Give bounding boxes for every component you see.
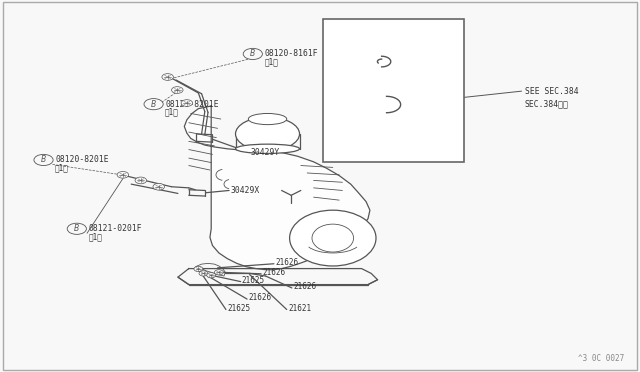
Text: B: B [250, 49, 255, 58]
Circle shape [172, 87, 183, 93]
Text: SEE SEC.384: SEE SEC.384 [525, 87, 579, 96]
Text: 21625: 21625 [227, 304, 250, 312]
Text: ^3 0C 0027: ^3 0C 0027 [578, 354, 624, 363]
Text: 08121-0201F: 08121-0201F [88, 224, 142, 233]
Ellipse shape [236, 117, 300, 151]
Circle shape [181, 100, 193, 106]
Text: B: B [74, 224, 79, 233]
Text: ＜1＞: ＜1＞ [264, 58, 278, 67]
Polygon shape [184, 106, 370, 270]
Circle shape [67, 223, 86, 234]
Text: 21626: 21626 [248, 293, 271, 302]
Circle shape [243, 48, 262, 60]
Circle shape [214, 270, 223, 275]
Text: B: B [151, 100, 156, 109]
Text: 08120-8201E: 08120-8201E [165, 100, 219, 109]
Circle shape [199, 271, 208, 276]
Text: B: B [41, 155, 46, 164]
Ellipse shape [236, 144, 300, 154]
Text: ＜1＞: ＜1＞ [165, 108, 179, 117]
Text: 30429X: 30429X [230, 186, 260, 195]
Ellipse shape [248, 113, 287, 125]
Circle shape [117, 171, 129, 178]
Text: ＜1＞: ＜1＞ [55, 164, 69, 173]
Circle shape [144, 99, 163, 110]
Circle shape [135, 177, 147, 184]
Circle shape [34, 154, 53, 166]
Text: 08120-8161F: 08120-8161F [264, 49, 318, 58]
Circle shape [207, 273, 216, 278]
Text: 21626: 21626 [293, 282, 316, 291]
Circle shape [162, 74, 173, 80]
Circle shape [348, 46, 360, 54]
Text: 30429Y: 30429Y [251, 148, 280, 157]
Text: 21625: 21625 [242, 276, 265, 285]
Text: 21626: 21626 [262, 268, 285, 277]
Text: 21626: 21626 [275, 258, 298, 267]
Bar [323, 19, 464, 162]
Text: SEC.384参照: SEC.384参照 [525, 100, 569, 109]
Circle shape [194, 266, 203, 272]
Text: 08120-8201E: 08120-8201E [55, 155, 109, 164]
Text: 21621: 21621 [288, 304, 311, 312]
Text: ＜1＞: ＜1＞ [88, 232, 102, 241]
Ellipse shape [290, 210, 376, 266]
Circle shape [153, 183, 164, 190]
